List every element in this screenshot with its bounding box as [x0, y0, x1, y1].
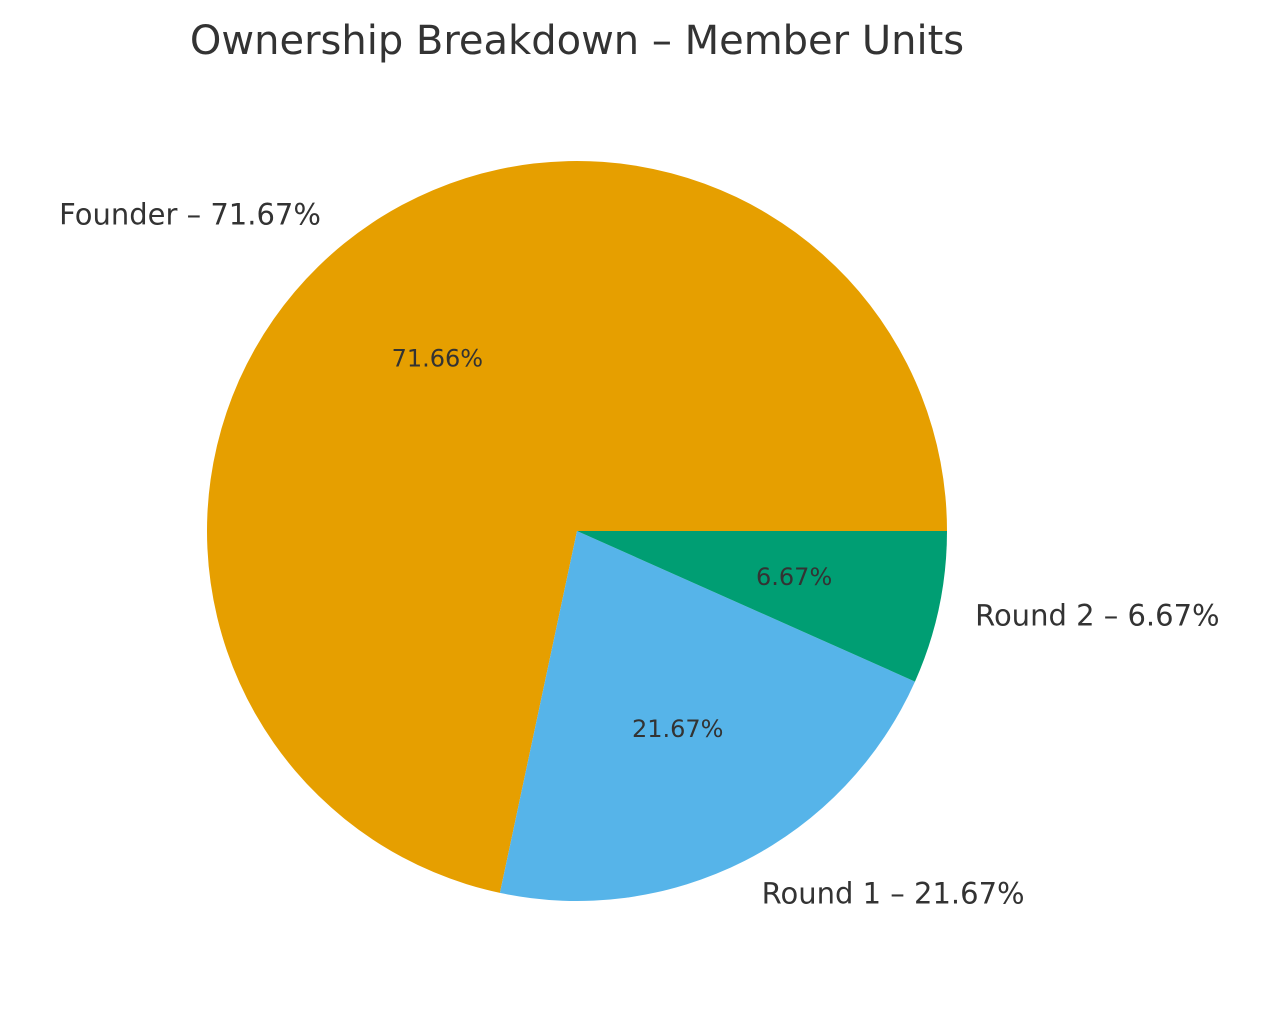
slice-pct-label-2: 6.67%	[756, 563, 832, 591]
pie-slice-0	[207, 161, 947, 893]
pie-slice-1	[499, 531, 915, 901]
slice-pct-label-1: 21.67%	[632, 715, 724, 743]
slice-label-1: Round 1 – 21.67%	[762, 877, 1025, 911]
slice-pct-label-0: 71.66%	[392, 344, 484, 372]
slice-label-2: Round 2 – 6.67%	[975, 599, 1219, 633]
slice-label-0: Founder – 71.67%	[59, 198, 321, 232]
pie-slice-2	[577, 531, 947, 682]
chart-title: Ownership Breakdown – Member Units	[190, 18, 964, 64]
